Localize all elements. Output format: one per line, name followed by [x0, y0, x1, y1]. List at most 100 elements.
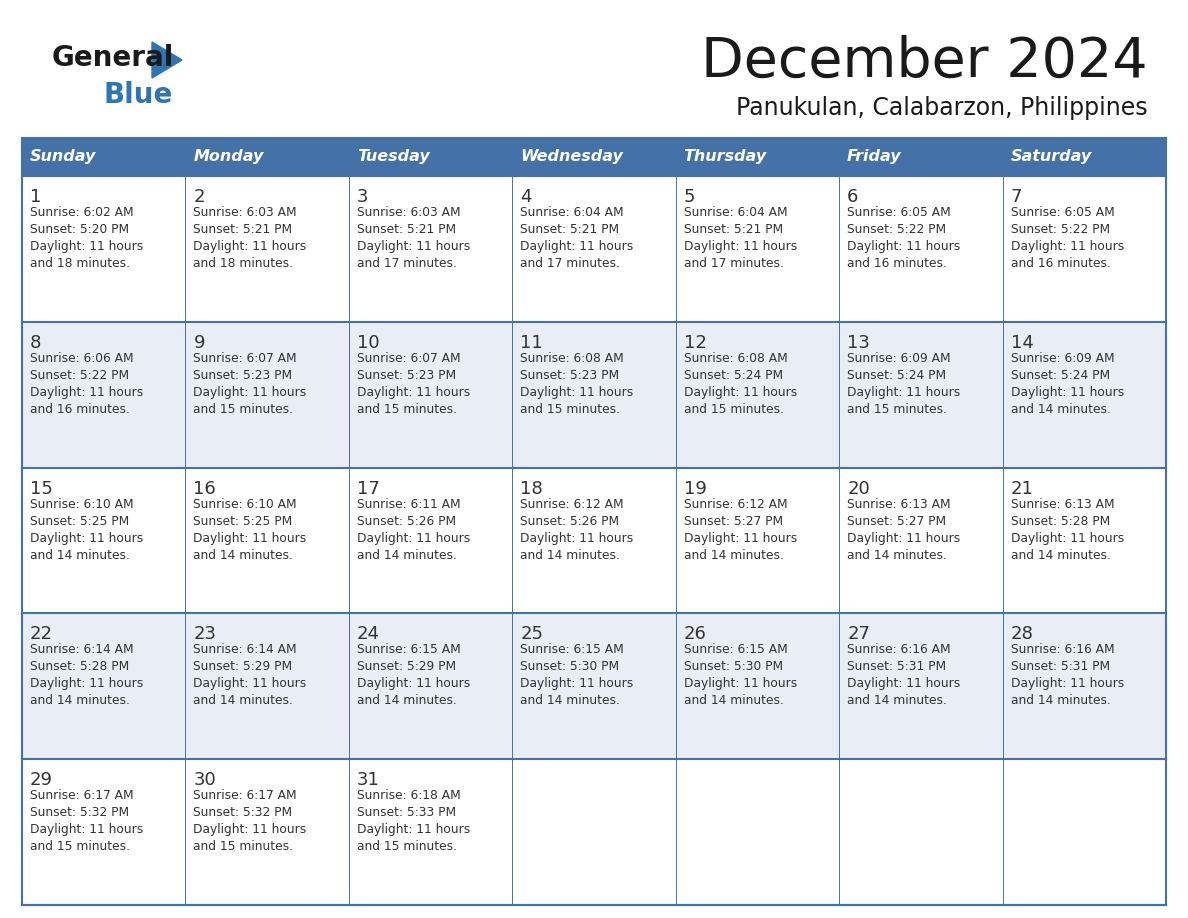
Bar — [1003, 467, 1165, 613]
Bar — [512, 176, 676, 322]
Text: Sunrise: 6:02 AM: Sunrise: 6:02 AM — [30, 206, 133, 219]
Text: 2: 2 — [194, 188, 204, 206]
Text: Daylight: 11 hours: Daylight: 11 hours — [847, 240, 960, 253]
Text: Sunrise: 6:09 AM: Sunrise: 6:09 AM — [1011, 352, 1114, 364]
Text: Daylight: 11 hours: Daylight: 11 hours — [30, 240, 144, 253]
Text: 17: 17 — [356, 479, 380, 498]
Text: Daylight: 11 hours: Daylight: 11 hours — [847, 386, 960, 398]
Text: Sunset: 5:21 PM: Sunset: 5:21 PM — [520, 223, 619, 236]
Text: Daylight: 11 hours: Daylight: 11 hours — [194, 823, 307, 836]
Text: Sunday: Sunday — [30, 150, 96, 164]
Bar — [185, 759, 349, 905]
Text: 28: 28 — [1011, 625, 1034, 644]
Text: Daylight: 11 hours: Daylight: 11 hours — [356, 386, 470, 398]
Text: Sunrise: 6:12 AM: Sunrise: 6:12 AM — [520, 498, 624, 510]
Text: Sunset: 5:30 PM: Sunset: 5:30 PM — [684, 660, 783, 674]
Bar — [185, 613, 349, 759]
Text: and 14 minutes.: and 14 minutes. — [1011, 694, 1111, 708]
Text: 14: 14 — [1011, 334, 1034, 352]
Bar — [839, 322, 1003, 467]
Text: and 17 minutes.: and 17 minutes. — [684, 257, 784, 270]
Bar — [349, 467, 512, 613]
Text: 23: 23 — [194, 625, 216, 644]
Text: and 14 minutes.: and 14 minutes. — [1011, 549, 1111, 562]
Text: Sunrise: 6:07 AM: Sunrise: 6:07 AM — [356, 352, 461, 364]
Bar — [23, 138, 185, 176]
Text: Daylight: 11 hours: Daylight: 11 hours — [30, 823, 144, 836]
Text: Sunset: 5:24 PM: Sunset: 5:24 PM — [684, 369, 783, 382]
Text: Sunset: 5:31 PM: Sunset: 5:31 PM — [847, 660, 947, 674]
Text: Sunrise: 6:03 AM: Sunrise: 6:03 AM — [356, 206, 461, 219]
Text: and 14 minutes.: and 14 minutes. — [30, 694, 129, 708]
Text: Sunrise: 6:05 AM: Sunrise: 6:05 AM — [847, 206, 950, 219]
Text: 30: 30 — [194, 771, 216, 789]
Text: 24: 24 — [356, 625, 380, 644]
Text: and 15 minutes.: and 15 minutes. — [847, 403, 947, 416]
Text: Sunset: 5:25 PM: Sunset: 5:25 PM — [30, 515, 129, 528]
Text: and 16 minutes.: and 16 minutes. — [1011, 257, 1111, 270]
Text: 1: 1 — [30, 188, 42, 206]
Text: Daylight: 11 hours: Daylight: 11 hours — [684, 677, 797, 690]
Text: Blue: Blue — [105, 81, 173, 109]
Bar — [839, 176, 1003, 322]
Text: 4: 4 — [520, 188, 532, 206]
Text: 22: 22 — [30, 625, 53, 644]
Text: 26: 26 — [684, 625, 707, 644]
Bar — [676, 467, 839, 613]
Text: and 14 minutes.: and 14 minutes. — [847, 549, 947, 562]
Text: and 15 minutes.: and 15 minutes. — [520, 403, 620, 416]
Text: and 18 minutes.: and 18 minutes. — [30, 257, 129, 270]
Text: 25: 25 — [520, 625, 543, 644]
Text: Sunrise: 6:18 AM: Sunrise: 6:18 AM — [356, 789, 461, 802]
Text: Sunrise: 6:04 AM: Sunrise: 6:04 AM — [684, 206, 788, 219]
Text: Sunset: 5:27 PM: Sunset: 5:27 PM — [684, 515, 783, 528]
Text: Sunrise: 6:17 AM: Sunrise: 6:17 AM — [30, 789, 133, 802]
Bar — [1003, 322, 1165, 467]
Text: Daylight: 11 hours: Daylight: 11 hours — [1011, 240, 1124, 253]
Text: 20: 20 — [847, 479, 870, 498]
Bar — [839, 138, 1003, 176]
Text: 10: 10 — [356, 334, 379, 352]
Text: General: General — [52, 44, 175, 72]
Text: and 14 minutes.: and 14 minutes. — [847, 694, 947, 708]
Bar — [839, 759, 1003, 905]
Text: and 15 minutes.: and 15 minutes. — [356, 840, 457, 853]
Text: 12: 12 — [684, 334, 707, 352]
Text: and 14 minutes.: and 14 minutes. — [684, 694, 784, 708]
Text: Sunrise: 6:16 AM: Sunrise: 6:16 AM — [1011, 644, 1114, 656]
Text: Daylight: 11 hours: Daylight: 11 hours — [1011, 532, 1124, 544]
Text: Daylight: 11 hours: Daylight: 11 hours — [356, 532, 470, 544]
Text: Daylight: 11 hours: Daylight: 11 hours — [847, 532, 960, 544]
Text: Sunrise: 6:05 AM: Sunrise: 6:05 AM — [1011, 206, 1114, 219]
Text: and 14 minutes.: and 14 minutes. — [356, 549, 456, 562]
Text: Daylight: 11 hours: Daylight: 11 hours — [684, 532, 797, 544]
Polygon shape — [152, 42, 182, 78]
Bar — [676, 176, 839, 322]
Text: Daylight: 11 hours: Daylight: 11 hours — [520, 240, 633, 253]
Text: Sunrise: 6:08 AM: Sunrise: 6:08 AM — [684, 352, 788, 364]
Text: Sunrise: 6:15 AM: Sunrise: 6:15 AM — [356, 644, 461, 656]
Text: Sunrise: 6:16 AM: Sunrise: 6:16 AM — [847, 644, 950, 656]
Bar — [185, 138, 349, 176]
Text: 27: 27 — [847, 625, 870, 644]
Text: and 14 minutes.: and 14 minutes. — [30, 549, 129, 562]
Text: Daylight: 11 hours: Daylight: 11 hours — [356, 240, 470, 253]
Text: 21: 21 — [1011, 479, 1034, 498]
Text: and 14 minutes.: and 14 minutes. — [194, 694, 293, 708]
Text: 18: 18 — [520, 479, 543, 498]
Text: 16: 16 — [194, 479, 216, 498]
Text: Daylight: 11 hours: Daylight: 11 hours — [356, 677, 470, 690]
Text: Sunset: 5:23 PM: Sunset: 5:23 PM — [194, 369, 292, 382]
Bar — [512, 138, 676, 176]
Bar — [185, 322, 349, 467]
Text: Sunset: 5:22 PM: Sunset: 5:22 PM — [30, 369, 129, 382]
Text: Sunset: 5:28 PM: Sunset: 5:28 PM — [1011, 515, 1110, 528]
Text: Sunset: 5:29 PM: Sunset: 5:29 PM — [194, 660, 292, 674]
Text: and 14 minutes.: and 14 minutes. — [356, 694, 456, 708]
Bar — [185, 176, 349, 322]
Text: Sunrise: 6:10 AM: Sunrise: 6:10 AM — [194, 498, 297, 510]
Text: Daylight: 11 hours: Daylight: 11 hours — [1011, 677, 1124, 690]
Text: Sunrise: 6:04 AM: Sunrise: 6:04 AM — [520, 206, 624, 219]
Text: Thursday: Thursday — [684, 150, 766, 164]
Text: Daylight: 11 hours: Daylight: 11 hours — [684, 386, 797, 398]
